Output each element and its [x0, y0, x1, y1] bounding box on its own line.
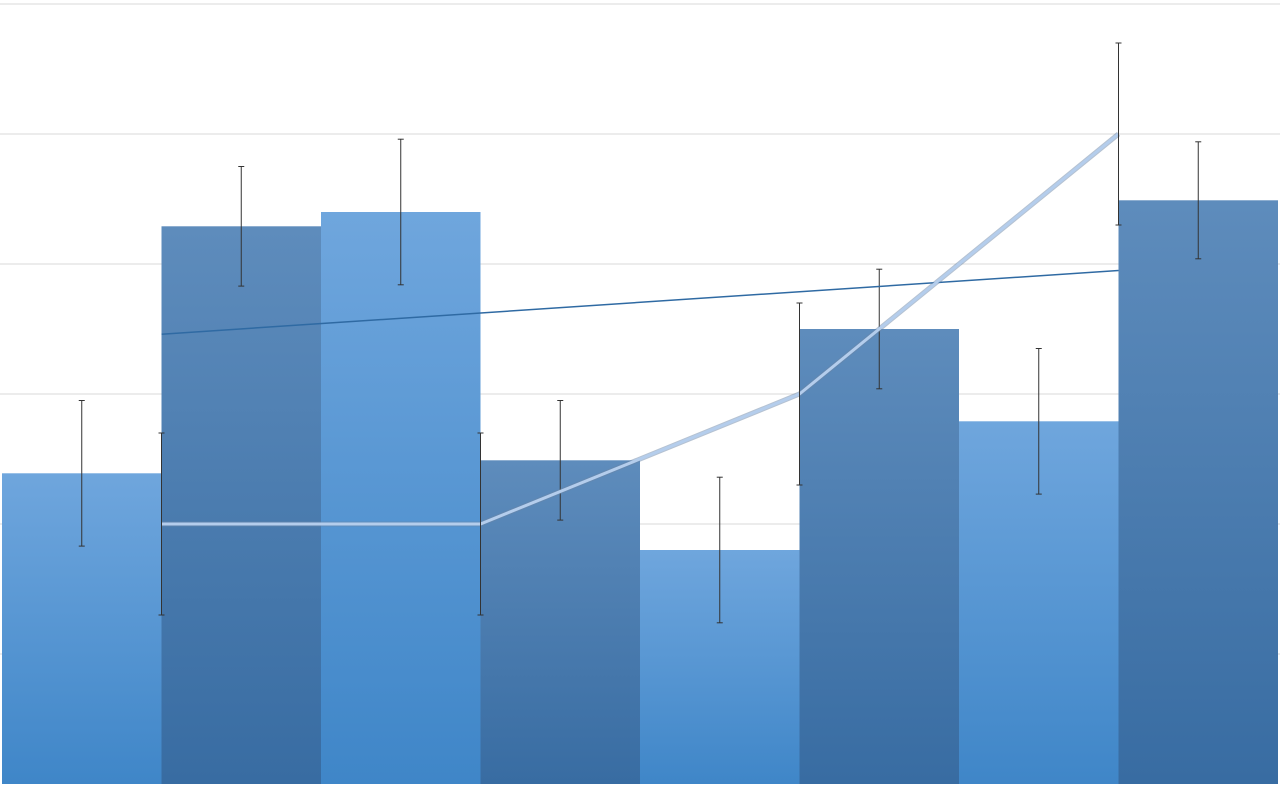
trendline: [161, 269, 1119, 335]
bar: [1118, 200, 1278, 785]
line-error-bars: [158, 42, 1122, 616]
bar: [161, 226, 321, 785]
line-series: [161, 132, 1121, 527]
line-path: [161, 132, 1120, 526]
trendline-path: [161, 269, 1119, 335]
bar: [321, 212, 481, 784]
bars: [2, 200, 1278, 785]
bar: [799, 329, 959, 784]
